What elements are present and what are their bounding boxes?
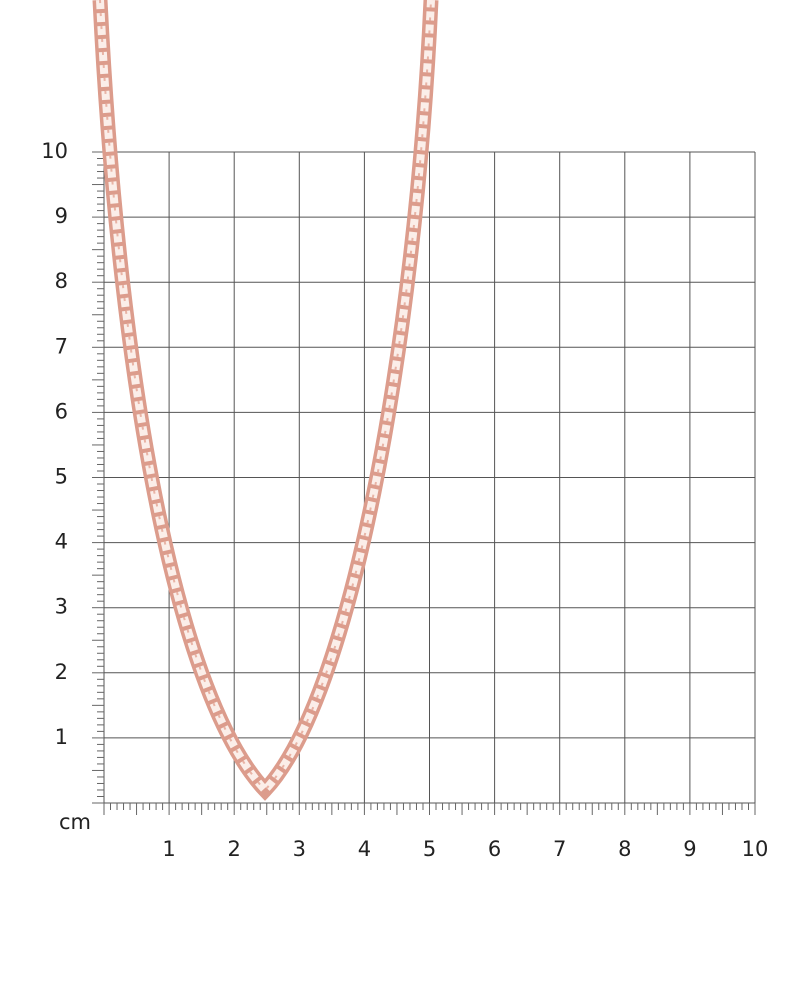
y-label: 6 [55,399,68,423]
y-label: 3 [55,595,68,619]
x-label: 10 [742,837,769,861]
x-label: 8 [618,837,631,861]
chain-shine [99,0,432,792]
y-label: 9 [55,204,68,228]
y-label: 10 [41,139,68,163]
y-label: 5 [55,465,68,489]
necklace-chain [92,0,439,801]
x-label: 6 [488,837,501,861]
y-label: 1 [55,725,68,749]
x-label: 9 [683,837,696,861]
x-label: 5 [423,837,436,861]
chain-outer [92,0,439,801]
x-label: 3 [293,837,306,861]
grid [92,151,756,815]
y-label: 7 [55,334,68,358]
chain-links [96,0,435,796]
x-label: 2 [228,837,241,861]
x-label: 7 [553,837,566,861]
x-label: 4 [358,837,371,861]
unit-label: cm [59,810,91,834]
y-label: 2 [55,660,68,684]
y-label: 4 [55,530,68,554]
x-label: 1 [162,837,175,861]
y-label: 8 [55,269,68,293]
